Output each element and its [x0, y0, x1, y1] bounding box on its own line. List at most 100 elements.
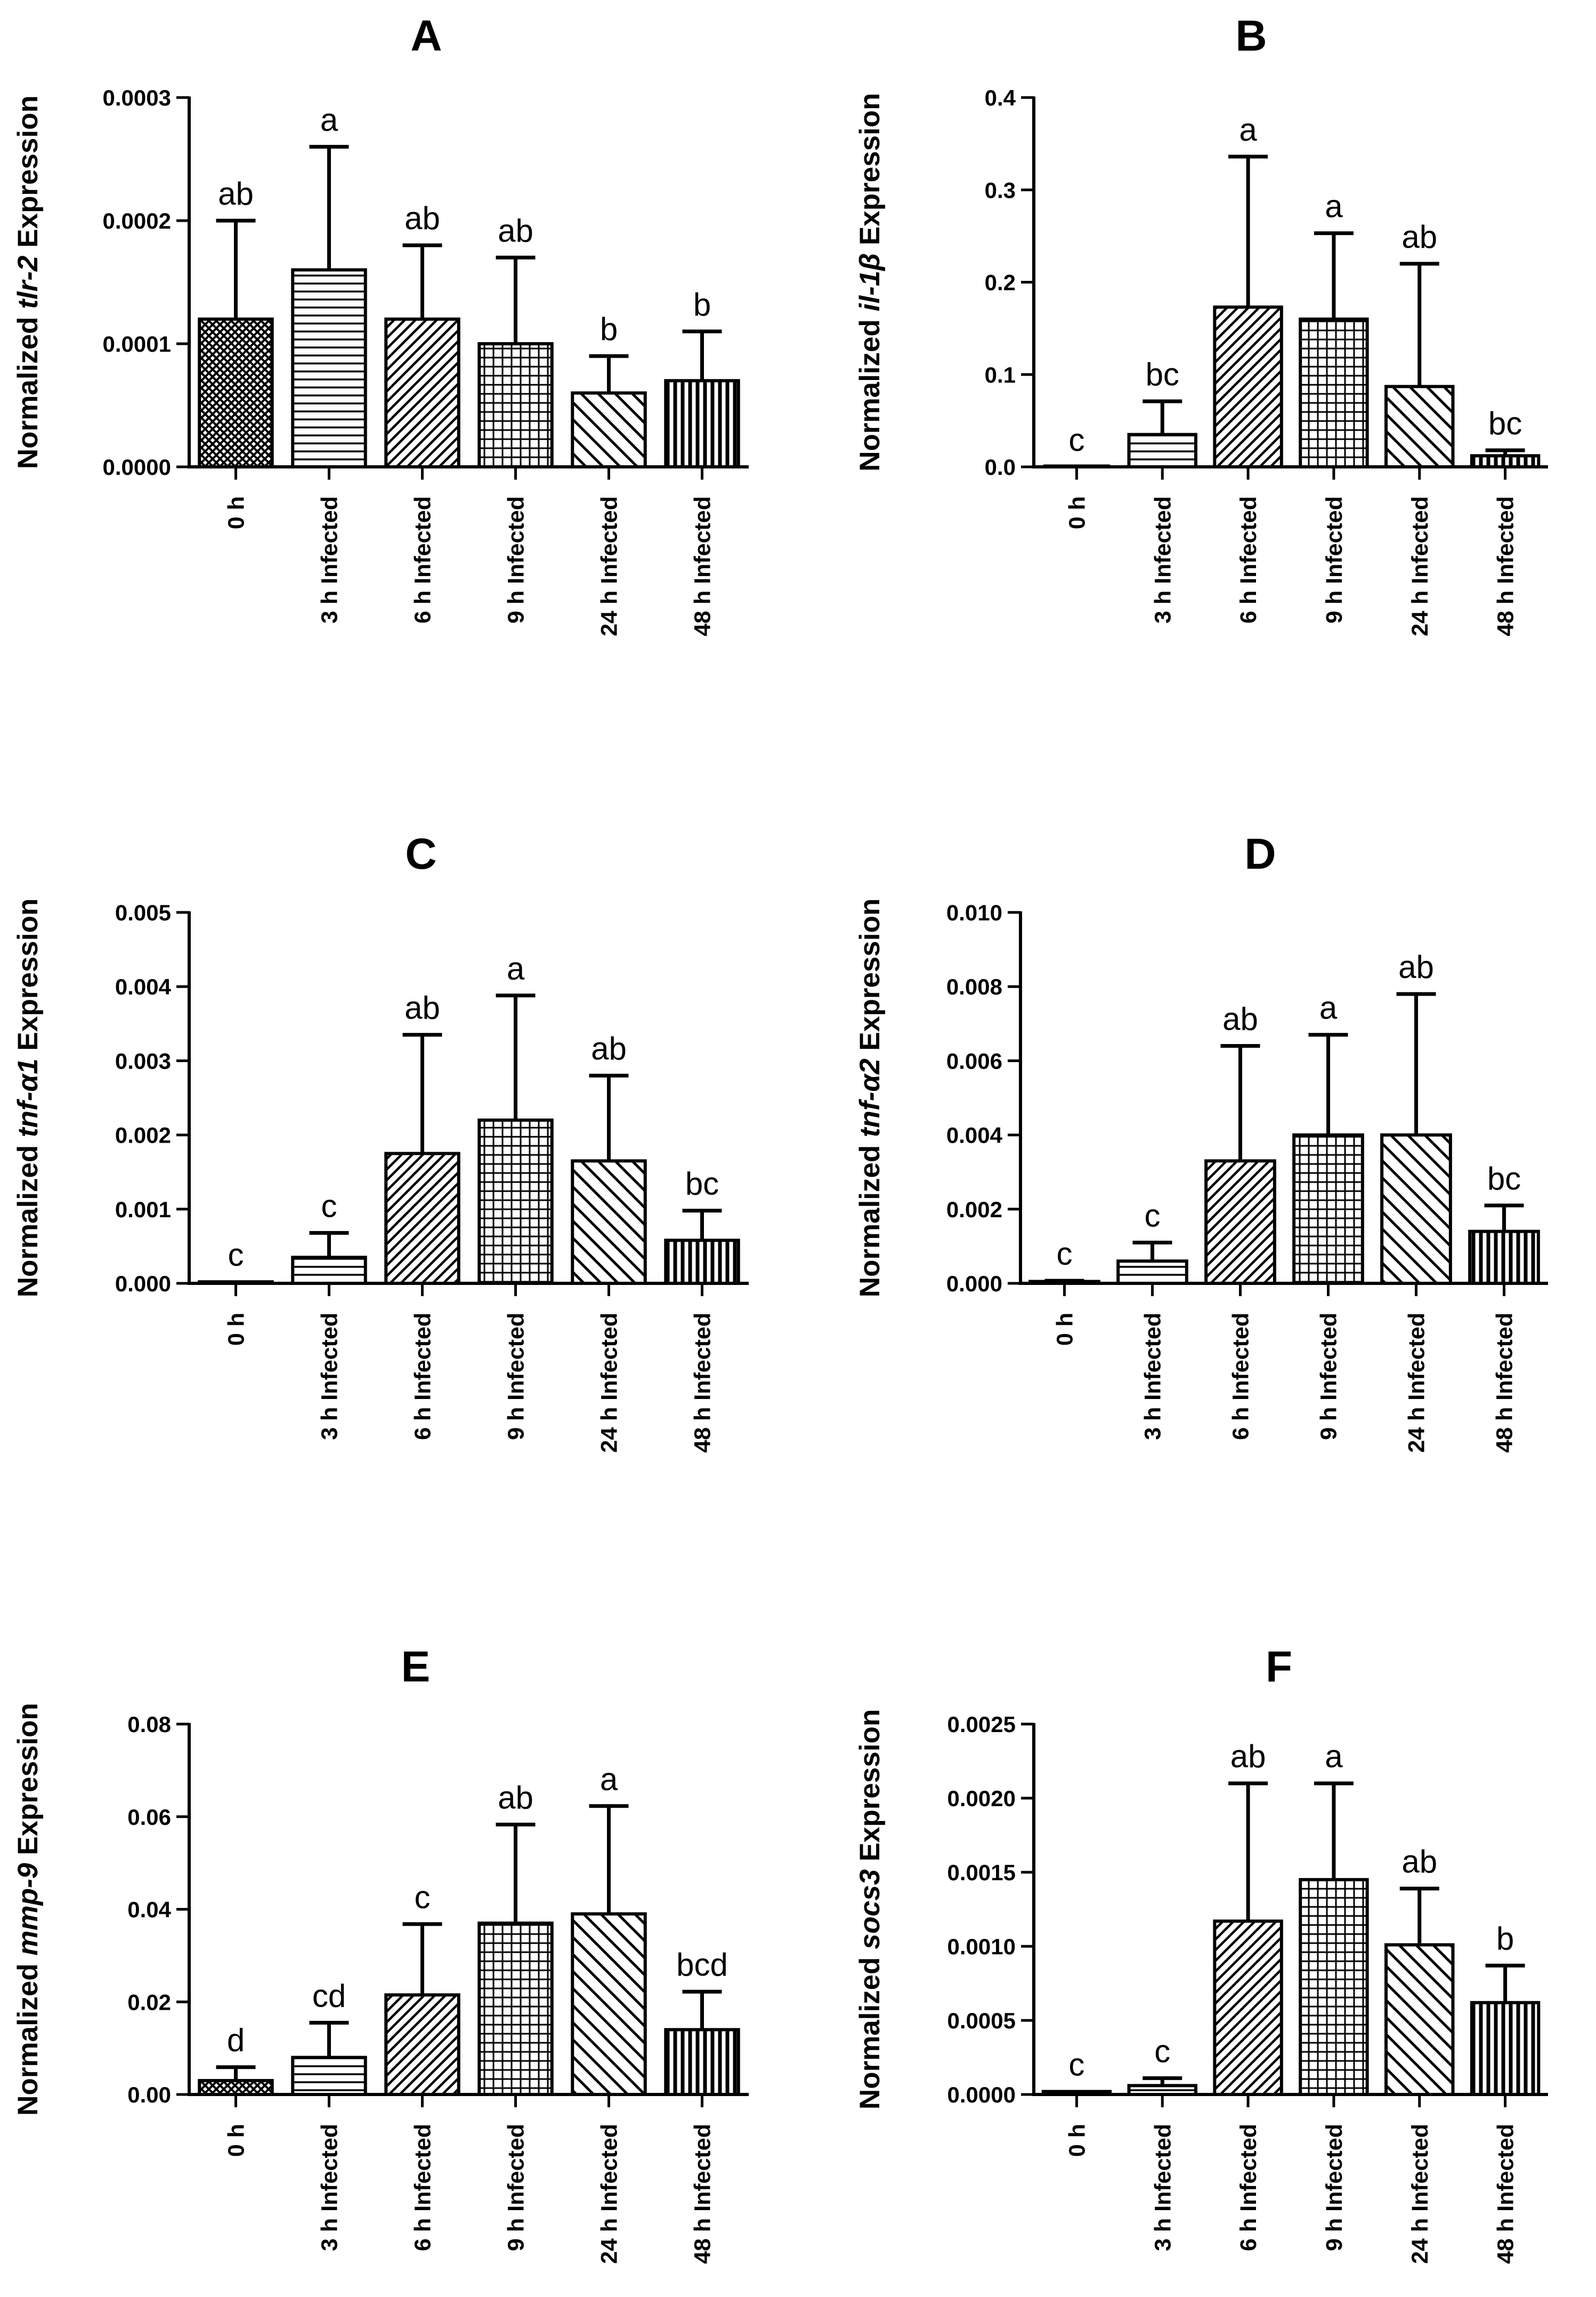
significance-label: ab [1222, 1001, 1258, 1037]
y-tick-label: 0.1 [985, 362, 1016, 387]
bar-4 [477, 1921, 554, 2096]
y-axis-label-suffix: Expression [12, 95, 44, 255]
y-axis-label-prefix: Normalized [12, 1955, 44, 2115]
y-tick-label: 0.004 [115, 974, 172, 999]
bar-5 [571, 1159, 647, 1285]
significance-label: b [600, 311, 618, 347]
y-tick-label: 0.006 [946, 1048, 1002, 1073]
chart-panel-e: E Normalized mmp-9 Expression d 0 h cd 3 h In… [12, 1643, 749, 2264]
category-label: 9 h Infected [504, 2124, 529, 2251]
significance-label: bc [1488, 406, 1522, 441]
bar-3 [384, 1152, 460, 1285]
significance-label: ab [1398, 949, 1434, 985]
significance-label: a [1239, 112, 1257, 148]
bar-2 [1116, 1259, 1188, 1285]
y-tick-label: 0.002 [946, 1197, 1002, 1222]
significance-label: a [1325, 189, 1343, 224]
category-label: 0 h [1052, 1313, 1078, 1346]
significance-label: c [1057, 1236, 1073, 1272]
significance-label: bcd [676, 1947, 728, 1983]
significance-label: b [693, 287, 711, 322]
y-tick-label: 0.0025 [947, 1712, 1016, 1737]
bar-3 [384, 1993, 460, 2096]
category-label: 6 h Infected [410, 2124, 436, 2251]
category-label: 3 h Infected [1140, 1313, 1166, 1440]
panel-title: D [1244, 830, 1276, 878]
category-label: 6 h Infected [1236, 496, 1261, 624]
y-axis-label-gene: tnf-α1 [12, 1058, 44, 1137]
bar-2 [291, 2056, 367, 2096]
category-label: 48 h Infected [690, 2124, 716, 2264]
y-tick-label: 0.005 [115, 900, 171, 925]
y-tick-label: 0.002 [115, 1123, 171, 1148]
chart-panel-f: F Normalized socs3 Expression c 0 h c 3 h Inf… [854, 1643, 1548, 2264]
bar-6 [1468, 1230, 1540, 1285]
bar-5 [571, 1912, 647, 2096]
y-axis-label-prefix: Normalized [854, 1137, 886, 1297]
panel-title: C [405, 830, 436, 878]
bar-6 [664, 2028, 740, 2096]
bar-4 [477, 1118, 554, 1285]
y-axis-label: Normalized tlr-2 Expression [12, 95, 44, 469]
y-tick-label: 0.003 [115, 1048, 171, 1073]
category-label: 48 h Infected [1493, 2124, 1519, 2264]
y-tick-label: 0.00 [127, 2082, 171, 2107]
significance-label: c [1154, 2033, 1170, 2069]
y-axis-label: Normalized tnf-α2 Expression [854, 899, 886, 1298]
significance-label: b [1496, 1921, 1514, 1956]
bar-4 [1299, 1878, 1369, 2096]
category-label: 24 h Infected [597, 1313, 622, 1453]
y-axis-label-suffix: Expression [12, 1703, 44, 1863]
y-tick-label: 0.000 [115, 1271, 171, 1296]
category-label: 6 h Infected [1228, 1313, 1254, 1440]
significance-label: ab [1401, 1844, 1437, 1880]
category-label: 9 h Infected [1322, 2124, 1347, 2251]
category-label: 9 h Infected [504, 1313, 529, 1440]
significance-label: a [1325, 1738, 1343, 1774]
y-axis-label-prefix: Normalized [12, 309, 44, 469]
significance-label: bc [1146, 357, 1179, 392]
y-tick-label: 0.0 [985, 455, 1016, 480]
panel-title: F [1266, 1643, 1292, 1691]
y-tick-label: 0.3 [985, 177, 1016, 203]
bar-6 [1470, 2001, 1541, 2096]
bar-6 [664, 379, 740, 468]
category-label: 3 h Infected [1150, 496, 1176, 624]
y-tick-label: 0.2 [985, 270, 1016, 295]
category-label: 24 h Infected [597, 496, 622, 636]
category-label: 9 h Infected [504, 496, 529, 624]
category-label: 48 h Infected [1493, 496, 1519, 636]
category-label: 48 h Infected [690, 496, 716, 636]
panel-title: A [410, 12, 442, 60]
bar-4 [1292, 1133, 1364, 1285]
bar-6 [664, 1239, 740, 1285]
y-tick-label: 0.010 [946, 900, 1002, 925]
y-tick-label: 0.0003 [103, 85, 171, 110]
bar-6 [1470, 454, 1541, 469]
category-label: 0 h [224, 2124, 249, 2157]
bar-1 [198, 317, 274, 468]
chart-panel-d: D Normalized tnf-α2 Expression c 0 h c 3 h In… [854, 830, 1548, 1453]
category-label: 24 h Infected [597, 2124, 622, 2264]
category-label: 24 h Infected [1407, 496, 1433, 636]
y-axis-label-suffix: Expression [854, 93, 886, 253]
y-tick-label: 0.0002 [103, 208, 171, 233]
y-axis-label-suffix: Expression [854, 899, 886, 1058]
significance-label: d [227, 2023, 245, 2058]
significance-label: a [320, 102, 338, 138]
y-axis-label-gene: tnf-α2 [854, 1058, 886, 1137]
y-tick-label: 0.0015 [947, 1860, 1016, 1885]
category-label: 0 h [1064, 2124, 1090, 2157]
category-label: 6 h Infected [410, 496, 436, 624]
y-tick-label: 0.08 [127, 1712, 171, 1737]
y-tick-label: 0.008 [946, 974, 1002, 999]
y-tick-label: 0.02 [127, 1989, 171, 2015]
significance-label: c [228, 1237, 244, 1273]
significance-label: ab [1401, 219, 1437, 255]
bar-5 [1384, 385, 1455, 469]
category-label: 3 h Infected [317, 2124, 343, 2251]
significance-label: ab [404, 990, 440, 1026]
chart-panel-a: A Normalized tlr-2 Expression ab 0 h a 3 h In… [12, 12, 749, 636]
bar-5 [1380, 1133, 1452, 1285]
significance-label: c [415, 1879, 431, 1915]
